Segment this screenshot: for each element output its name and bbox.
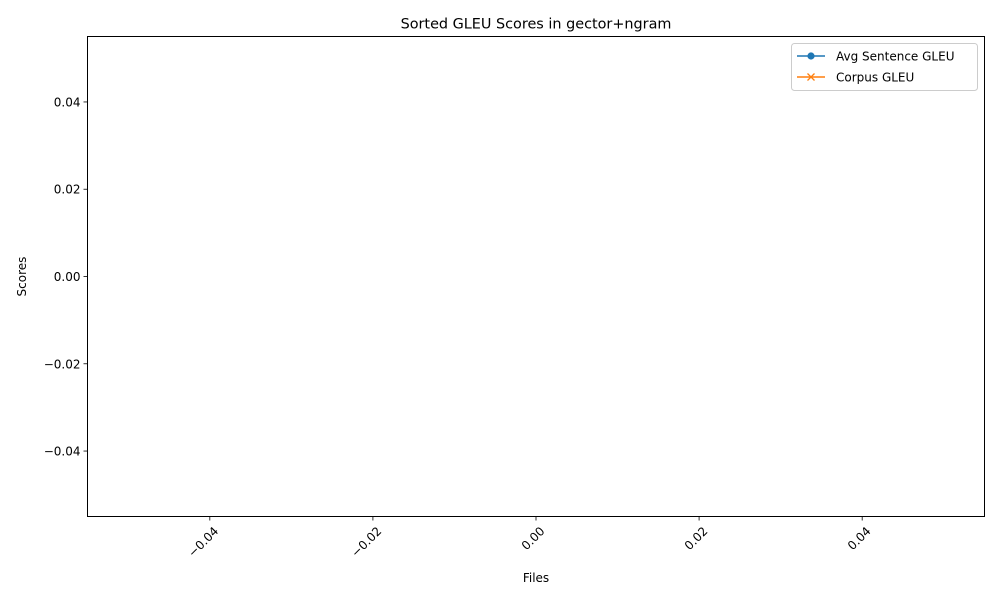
x-tick-label: 0.02 bbox=[682, 524, 711, 553]
y-tick-label: 0.02 bbox=[54, 183, 81, 197]
x-tick-label: −0.02 bbox=[348, 524, 384, 560]
y-tick-label: 0.04 bbox=[54, 95, 81, 109]
legend-marker-circle bbox=[807, 52, 815, 60]
y-tick-label: 0.00 bbox=[54, 270, 81, 284]
y-tick-label: −0.04 bbox=[44, 445, 81, 459]
legend-entry-corpus-gleu: Corpus GLEU bbox=[797, 71, 914, 85]
legend-label-avg-sentence-gleu: Avg Sentence GLEU bbox=[836, 50, 954, 64]
x-tick-label: 0.00 bbox=[519, 524, 548, 553]
y-axis-label: Scores bbox=[15, 257, 29, 297]
legend-box bbox=[791, 43, 978, 91]
chart-title: Sorted GLEU Scores in gector+ngram bbox=[401, 17, 672, 33]
plot-area bbox=[87, 36, 985, 517]
legend-entry-avg-sentence-gleu: Avg Sentence GLEU bbox=[797, 50, 954, 64]
x-axis: −0.04 −0.02 0.00 0.02 0.04 bbox=[185, 516, 874, 560]
x-axis-label: Files bbox=[523, 571, 549, 585]
legend: Avg Sentence GLEU Corpus GLEU bbox=[791, 43, 978, 91]
legend-label-corpus-gleu: Corpus GLEU bbox=[836, 71, 914, 85]
legend-marker-x bbox=[807, 73, 815, 81]
x-tick-label: 0.04 bbox=[845, 524, 874, 553]
x-tick-label: −0.04 bbox=[185, 524, 221, 560]
y-tick-label: −0.02 bbox=[44, 357, 81, 371]
y-axis: −0.04 −0.02 0.00 0.02 0.04 bbox=[44, 95, 88, 459]
